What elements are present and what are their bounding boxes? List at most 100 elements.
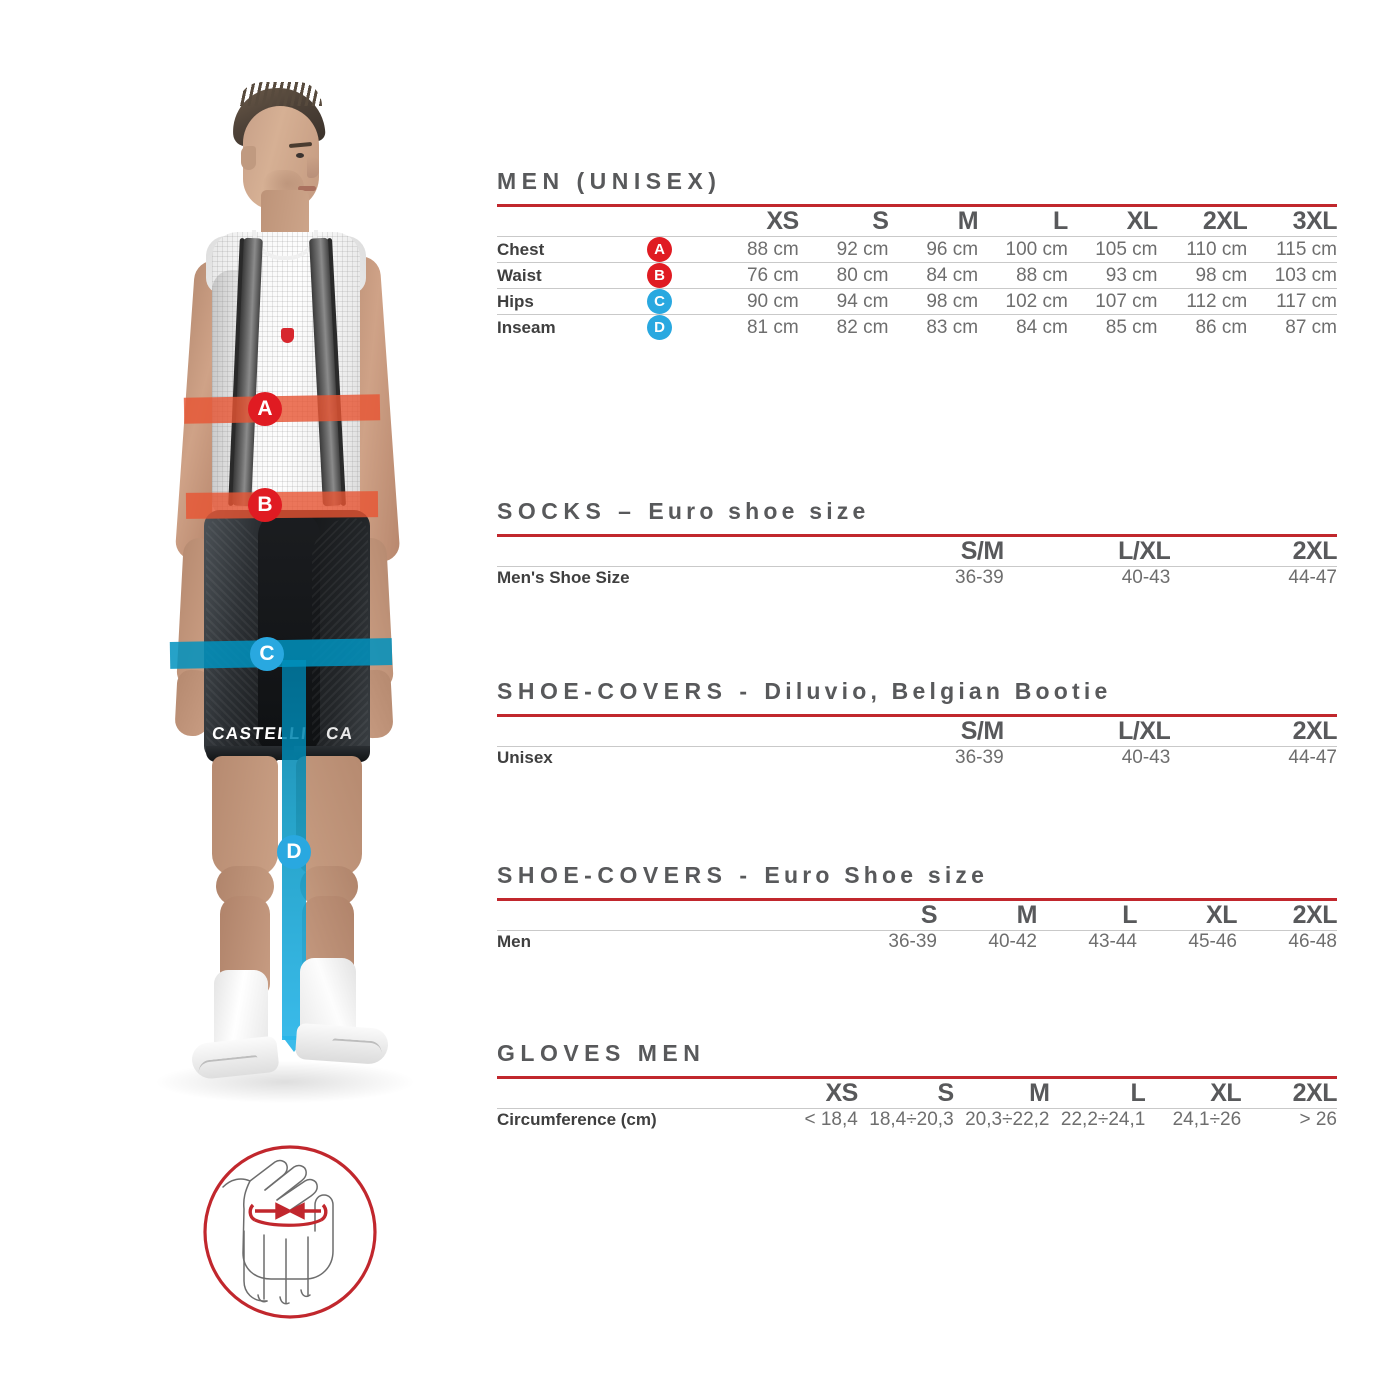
section-red-rule (497, 204, 1337, 207)
section-title-gloves_men: GLOVES MEN (497, 1040, 706, 1066)
cell-value: 24,1÷26 (1145, 1108, 1242, 1131)
cell-value: 84 cm (888, 262, 979, 289)
section-red-rule (497, 714, 1337, 717)
cell-value: 86 cm (1157, 314, 1248, 340)
column-header-2xl: 2XL (1292, 1079, 1338, 1107)
cell-value: 107 cm (1067, 288, 1158, 315)
cell-value: 43-44 (1037, 930, 1137, 953)
section-socks: SOCKS – Euro shoe size S/M L/XL 2XL Men's Sh… (497, 498, 1337, 589)
column-header-m: M (1016, 901, 1038, 929)
table-row: Men's Shoe Size 36-39 40-43 44-47 (497, 566, 1337, 589)
cell-value: 36-39 (837, 746, 1004, 769)
column-header-m: M (957, 207, 979, 235)
column-header-2xl: 2XL (1292, 717, 1338, 745)
nose (307, 156, 319, 178)
cell-value: 85 cm (1067, 314, 1158, 340)
cell-value: 112 cm (1157, 288, 1248, 315)
cell-value: 94 cm (798, 288, 889, 315)
measure-badge-d: D (647, 315, 672, 340)
marker-b: B (248, 488, 282, 522)
waist-measure-band (185, 491, 379, 519)
measure-badge-c: C (647, 289, 672, 314)
chest-measure-band (183, 394, 381, 424)
table-row: Inseam D 81 cm 82 cm 83 cm 84 cm 85 cm 86 cm 87 … (497, 314, 1337, 340)
cell-value: 80 cm (798, 262, 889, 289)
table-row: Hips C 90 cm 94 cm 98 cm 102 cm 107 cm 112 cm 11… (497, 288, 1337, 315)
row-label: Waist (497, 262, 647, 289)
row-label: Chest (497, 236, 647, 263)
cell-value: 87 cm (1247, 314, 1337, 340)
section-title-light: Euro shoe size (648, 498, 870, 524)
cell-value: 44-47 (1170, 566, 1337, 589)
size-table-men_unisex: XS S M L XL 2XL 3XL Chest A 88 cm 92 cm 96 cm 100 cm… (497, 207, 1337, 340)
section-men_unisex: MEN (UNISEX) XS S M L XL 2XL 3XL Chest A 88 cm 92 c… (497, 168, 1337, 340)
table-header-row: XS S M L XL 2XL 3XL (497, 207, 1337, 237)
cell-value: 84 cm (978, 314, 1068, 340)
cell-value: < 18,4 (762, 1108, 858, 1131)
cell-value: 96 cm (888, 236, 979, 263)
cell-value: 36-39 (837, 566, 1004, 589)
measure-badge-b: B (647, 263, 672, 288)
hand-measure-icon (203, 1145, 377, 1319)
eye (296, 153, 304, 158)
size-table-socks: S/M L/XL 2XL Men's Shoe Size 36-39 40-43 44-47 (497, 537, 1337, 589)
column-header-2xl: 2XL (1292, 901, 1338, 929)
row-label: Inseam (497, 314, 647, 340)
section-title-bold: SHOE-COVERS - (497, 862, 765, 888)
column-header-3xl: 3XL (1292, 207, 1338, 235)
cell-value: 88 cm (709, 236, 799, 263)
header-blank (497, 207, 647, 237)
floor-shadow (150, 1060, 420, 1104)
cell-value: 90 cm (709, 288, 799, 315)
column-header-l: L (1130, 1079, 1146, 1107)
section-shoe_covers_euro: SHOE-COVERS - Euro Shoe size S M L XL 2XL Men 3… (497, 862, 1338, 953)
section-title-shoe_covers_euro: SHOE-COVERS - Euro Shoe size (497, 862, 1337, 898)
column-header-xl: XL (1210, 1079, 1242, 1107)
section-title-bold: SOCKS – (497, 498, 649, 524)
section-red-rule (497, 534, 1337, 537)
table-row: Circumference (cm) < 18,4 18,4÷20,3 20,3÷22… (497, 1108, 1337, 1131)
cell-value: 82 cm (798, 314, 889, 340)
cell-value: 115 cm (1247, 236, 1337, 263)
column-header-2xl: 2XL (1202, 207, 1248, 235)
shorts-brand-text-right: CA (325, 724, 355, 743)
cyclist-model-illustration: CASTELLI CA A B (0, 40, 470, 1104)
section-title-shoe_covers_diluvio: SHOE-COVERS - Diluvio, Belgian Bootie (497, 678, 1337, 714)
model-photo-panel: CASTELLI CA A B (0, 0, 470, 1400)
section-title-men_unisex: MEN (UNISEX) (497, 168, 722, 194)
cell-value: 103 cm (1247, 262, 1337, 289)
header-blank (497, 901, 837, 931)
column-header-xs: XS (766, 207, 799, 235)
table-header-row: S/M L/XL 2XL (497, 717, 1338, 747)
cell-value: 117 cm (1247, 288, 1337, 315)
cell-value: 40-43 (1003, 746, 1171, 769)
row-label: Unisex (497, 746, 837, 769)
section-title-bold: SHOE-COVERS - (497, 678, 765, 704)
section-title-light: Euro Shoe size (764, 862, 989, 888)
marker-c: C (250, 637, 284, 671)
table-header-row: S M L XL 2XL (497, 901, 1338, 931)
cell-value: 98 cm (1157, 262, 1248, 289)
row-label: Men's Shoe Size (497, 566, 837, 589)
row-label: Men (497, 930, 837, 953)
column-header-l-xl: L/XL (1118, 537, 1171, 565)
table-row: Chest A 88 cm 92 cm 96 cm 100 cm 105 cm 110 cm 1… (497, 236, 1337, 263)
cell-value: 92 cm (798, 236, 889, 263)
cell-value: 83 cm (888, 314, 979, 340)
row-badge-cell: C (647, 288, 709, 315)
header-blank (497, 1079, 762, 1109)
table-row: Waist B 76 cm 80 cm 84 cm 88 cm 93 cm 98 cm 103 … (497, 262, 1337, 289)
ear (241, 146, 256, 170)
column-header-xs: XS (825, 1079, 858, 1107)
header-blank (497, 717, 837, 747)
column-header-s-m: S/M (960, 717, 1004, 745)
size-table-gloves_men: XS S M L XL 2XL Circumference (cm) < 18,4 18,4÷2… (497, 1079, 1337, 1131)
cell-value: 93 cm (1067, 262, 1158, 289)
section-red-rule (497, 898, 1337, 901)
marker-a: A (248, 392, 282, 426)
section-title-socks: SOCKS – Euro shoe size (497, 498, 1337, 534)
size-table-shoe_covers_diluvio: S/M L/XL 2XL Unisex 36-39 40-43 44-47 (497, 717, 1337, 769)
castelli-scorpion-logo (281, 328, 294, 343)
column-header-l: L (1122, 901, 1137, 929)
cell-value: 88 cm (978, 262, 1068, 289)
